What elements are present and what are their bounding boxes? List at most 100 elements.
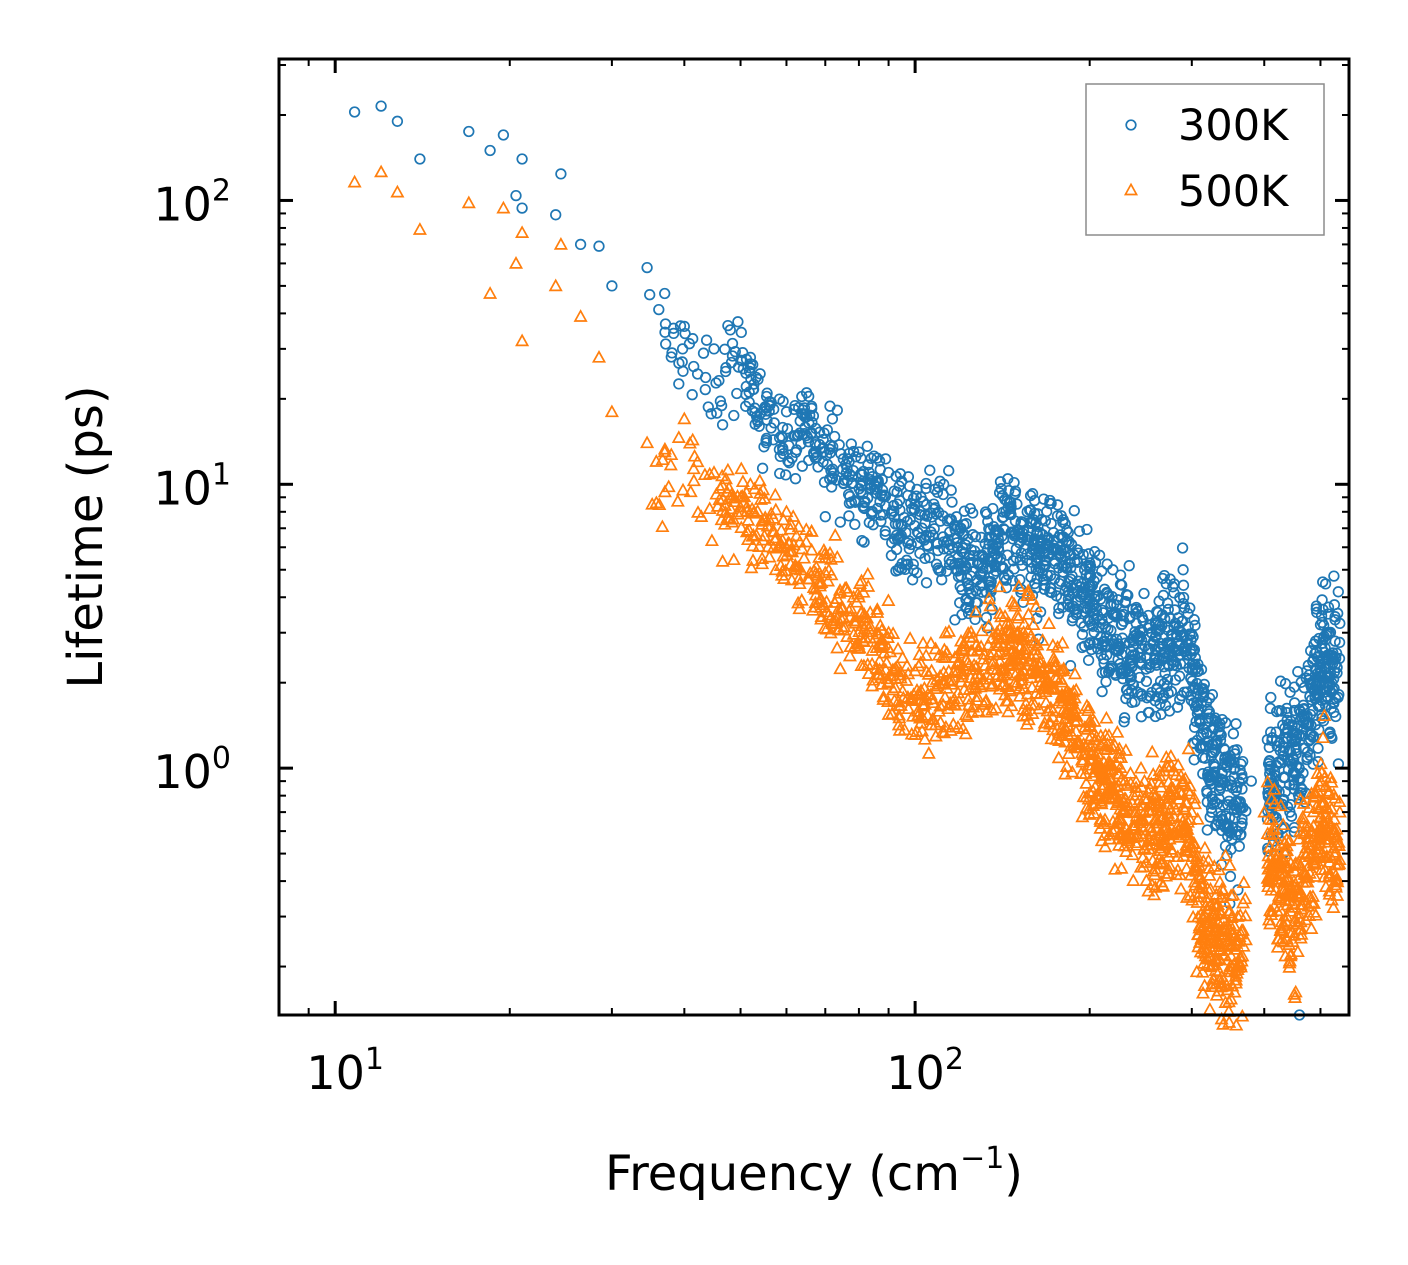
point-300k bbox=[1207, 747, 1220, 759]
point-500k bbox=[996, 663, 1011, 677]
point-500k bbox=[896, 690, 911, 704]
point-500k bbox=[917, 680, 932, 694]
point-300k bbox=[876, 484, 889, 496]
point-500k bbox=[1020, 588, 1035, 601]
point-300k bbox=[1317, 603, 1329, 616]
point-300k bbox=[641, 261, 653, 274]
point-500k bbox=[791, 519, 806, 533]
point-500k bbox=[726, 552, 741, 566]
point-500k bbox=[1204, 979, 1219, 993]
point-500k bbox=[842, 648, 857, 662]
point-300k bbox=[977, 565, 989, 577]
point-300k bbox=[923, 551, 936, 564]
point-500k bbox=[1201, 912, 1216, 926]
point-500k bbox=[1318, 879, 1333, 893]
point-300k bbox=[1076, 641, 1088, 654]
point-300k bbox=[831, 404, 843, 416]
point-300k bbox=[687, 333, 699, 345]
point-300k bbox=[1055, 510, 1067, 522]
point-500k bbox=[768, 533, 783, 546]
point-500k bbox=[1026, 617, 1041, 631]
point-500k bbox=[1260, 826, 1275, 839]
point-300k bbox=[1195, 729, 1207, 741]
point-500k bbox=[955, 642, 970, 655]
point-300k bbox=[879, 500, 891, 512]
point-300k bbox=[1325, 686, 1337, 699]
point-300k bbox=[805, 400, 818, 412]
point-300k bbox=[708, 343, 720, 355]
point-500k bbox=[1276, 875, 1291, 888]
point-300k bbox=[1240, 805, 1252, 817]
point-300k bbox=[1305, 719, 1317, 732]
point-300k bbox=[945, 484, 957, 496]
point-500k bbox=[1194, 906, 1209, 920]
point-300k bbox=[1195, 740, 1207, 753]
point-300k bbox=[1324, 626, 1337, 639]
point-300k bbox=[1164, 645, 1176, 657]
point-300k bbox=[1015, 516, 1027, 528]
point-300k bbox=[1158, 569, 1171, 582]
point-300k bbox=[857, 465, 870, 478]
point-300k bbox=[861, 440, 873, 452]
point-300k bbox=[1288, 681, 1300, 693]
point-500k bbox=[991, 631, 1006, 645]
point-300k bbox=[969, 530, 982, 543]
point-500k bbox=[1139, 873, 1154, 886]
point-300k bbox=[699, 383, 711, 396]
point-300k bbox=[716, 419, 729, 431]
point-300k bbox=[1319, 578, 1332, 590]
point-500k bbox=[899, 658, 915, 672]
point-500k bbox=[1029, 662, 1044, 676]
point-500k bbox=[390, 184, 405, 198]
point-500k bbox=[950, 719, 966, 733]
point-300k bbox=[920, 477, 932, 490]
point-500k bbox=[1198, 898, 1214, 912]
point-300k bbox=[754, 368, 766, 380]
point-300k bbox=[737, 347, 749, 359]
point-500k bbox=[1212, 874, 1227, 888]
point-500k bbox=[1017, 616, 1032, 630]
point-500k bbox=[808, 581, 823, 595]
point-500k bbox=[1121, 833, 1136, 847]
point-500k bbox=[1184, 804, 1199, 818]
point-500k bbox=[1309, 799, 1324, 813]
point-300k bbox=[1209, 819, 1222, 832]
point-500k bbox=[1172, 791, 1187, 805]
point-300k bbox=[1024, 489, 1037, 502]
point-300k bbox=[875, 515, 887, 528]
point-500k bbox=[515, 333, 530, 347]
point-500k bbox=[938, 650, 953, 663]
point-300k bbox=[794, 427, 806, 439]
point-500k bbox=[1173, 881, 1189, 895]
point-500k bbox=[768, 487, 783, 501]
point-300k bbox=[1097, 607, 1109, 619]
point-500k bbox=[686, 461, 701, 475]
point-300k bbox=[1184, 602, 1196, 614]
point-500k bbox=[855, 633, 870, 647]
point-300k bbox=[1211, 735, 1223, 747]
point-300k bbox=[726, 337, 739, 350]
point-300k bbox=[962, 607, 975, 620]
point-500k bbox=[1263, 916, 1278, 930]
point-500k bbox=[1001, 704, 1016, 718]
point-300k bbox=[1144, 690, 1156, 702]
point-300k bbox=[653, 303, 665, 316]
point-500k bbox=[1293, 885, 1308, 899]
point-300k bbox=[751, 414, 763, 426]
point-300k bbox=[1057, 544, 1070, 556]
point-500k bbox=[967, 681, 983, 694]
point-500k bbox=[1234, 953, 1249, 967]
point-500k bbox=[917, 731, 932, 745]
point-300k bbox=[1101, 558, 1113, 570]
point-500k bbox=[1285, 896, 1300, 909]
point-500k bbox=[890, 659, 905, 672]
point-500k bbox=[1097, 812, 1113, 825]
point-500k bbox=[1161, 861, 1176, 875]
point-500k bbox=[1202, 950, 1218, 964]
point-500k bbox=[789, 528, 804, 542]
point-300k bbox=[979, 538, 991, 550]
point-500k bbox=[991, 667, 1006, 681]
point-500k bbox=[744, 560, 759, 574]
point-500k bbox=[1213, 979, 1228, 993]
point-500k bbox=[786, 509, 801, 522]
